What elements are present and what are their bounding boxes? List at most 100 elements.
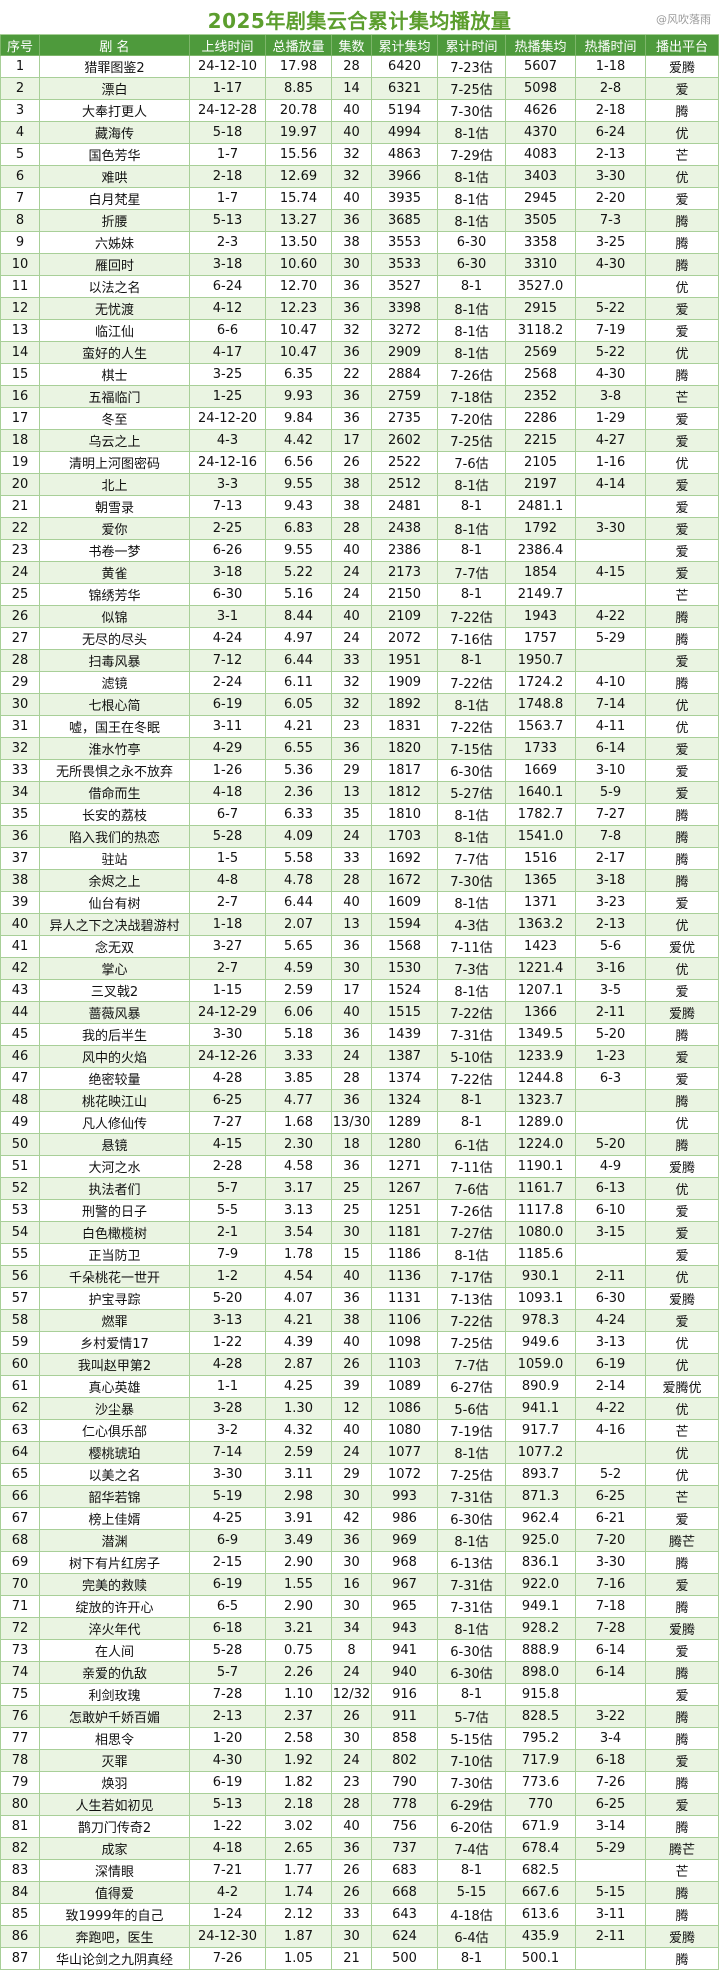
cumulative-avg-cell: 737	[372, 1838, 438, 1860]
total-views-cell: 9.55	[266, 540, 332, 562]
cumulative-avg-cell: 2438	[372, 518, 438, 540]
cumulative-avg-cell: 1077	[372, 1442, 438, 1464]
cumulative-avg-cell: 4863	[372, 144, 438, 166]
drama-name-cell: 致1999年的自己	[40, 1904, 190, 1926]
platform-cell: 爱	[646, 1046, 719, 1068]
peak-avg-cell: 1950.7	[506, 650, 576, 672]
release-date-cell: 5-7	[190, 1178, 266, 1200]
peak-avg-cell: 1363.2	[506, 914, 576, 936]
total-views-cell: 9.55	[266, 474, 332, 496]
peak-avg-cell: 836.1	[506, 1552, 576, 1574]
rank-cell: 80	[0, 1794, 40, 1816]
drama-name-cell: 执法者们	[40, 1178, 190, 1200]
total-views-cell: 10.47	[266, 320, 332, 342]
cumulative-avg-cell: 1524	[372, 980, 438, 1002]
peak-date-cell	[576, 540, 646, 562]
release-date-cell: 1-22	[190, 1816, 266, 1838]
table-row: 4 藏海传 5-18 19.97 40 4994 8-1估 4370 6-24 优	[0, 122, 719, 144]
table-row: 43 三叉戟2 1-15 2.59 17 1524 8-1估 1207.1 3-5 爱	[0, 980, 719, 1002]
platform-cell: 腾	[646, 364, 719, 386]
cumulative-date-cell: 7-31估	[438, 1596, 506, 1618]
release-date-cell: 6-6	[190, 320, 266, 342]
cumulative-date-cell: 7-11估	[438, 1156, 506, 1178]
rank-cell: 42	[0, 958, 40, 980]
cumulative-avg-cell: 3935	[372, 188, 438, 210]
platform-cell: 优	[646, 1354, 719, 1376]
column-header: 总播放量	[266, 35, 332, 56]
table-row: 33 无所畏惧之永不放弃 1-26 5.36 29 1817 6-30估 1669 3-10 爱	[0, 760, 719, 782]
drama-name-cell: 临江仙	[40, 320, 190, 342]
peak-avg-cell: 1365	[506, 870, 576, 892]
cumulative-date-cell: 7-26估	[438, 364, 506, 386]
cumulative-avg-cell: 1609	[372, 892, 438, 914]
table-row: 72 淬火年代 6-18 3.21 34 943 8-1估 928.2 7-28 爱腾	[0, 1618, 719, 1640]
total-views-cell: 0.75	[266, 1640, 332, 1662]
episodes-cell: 12	[332, 1398, 372, 1420]
episodes-cell: 30	[332, 1486, 372, 1508]
table-row: 11 以法之名 6-24 12.70 36 3527 8-1 3527.0 优	[0, 276, 719, 298]
rank-cell: 26	[0, 606, 40, 628]
cumulative-date-cell: 7-22估	[438, 672, 506, 694]
cumulative-avg-cell: 802	[372, 1750, 438, 1772]
peak-avg-cell: 1190.1	[506, 1156, 576, 1178]
cumulative-avg-cell: 1181	[372, 1222, 438, 1244]
episodes-cell: 36	[332, 210, 372, 232]
platform-cell: 优	[646, 122, 719, 144]
cumulative-avg-cell: 1324	[372, 1090, 438, 1112]
table-row: 28 扫毒风暴 7-12 6.44 33 1951 8-1 1950.7 爱	[0, 650, 719, 672]
release-date-cell: 5-5	[190, 1200, 266, 1222]
peak-date-cell: 6-3	[576, 1068, 646, 1090]
platform-cell: 爱	[646, 1684, 719, 1706]
peak-date-cell: 3-30	[576, 166, 646, 188]
table-row: 46 风中的火焰 24-12-26 3.33 24 1387 5-10估 1233.9 1-23…	[0, 1046, 719, 1068]
episodes-cell: 33	[332, 848, 372, 870]
cumulative-date-cell: 8-1估	[438, 694, 506, 716]
platform-cell: 优	[646, 1442, 719, 1464]
peak-avg-cell: 682.5	[506, 1860, 576, 1882]
drama-name-cell: 韶华若锦	[40, 1486, 190, 1508]
total-views-cell: 6.33	[266, 804, 332, 826]
table-row: 69 树下有片红房子 2-15 2.90 30 968 6-13估 836.1 3-30 腾	[0, 1552, 719, 1574]
total-views-cell: 5.16	[266, 584, 332, 606]
peak-date-cell: 7-8	[576, 826, 646, 848]
peak-avg-cell: 978.3	[506, 1310, 576, 1332]
peak-avg-cell: 1117.8	[506, 1200, 576, 1222]
platform-cell: 优	[646, 452, 719, 474]
drama-name-cell: 淮水竹亭	[40, 738, 190, 760]
platform-cell: 爱	[646, 1574, 719, 1596]
peak-date-cell: 4-14	[576, 474, 646, 496]
rank-cell: 61	[0, 1376, 40, 1398]
platform-cell: 爱	[646, 1222, 719, 1244]
total-views-cell: 19.97	[266, 122, 332, 144]
column-header: 累计时间	[438, 35, 506, 56]
table-row: 71 绽放的许开心 6-5 2.90 30 965 7-31估 949.1 7-18 腾	[0, 1596, 719, 1618]
release-date-cell: 4-18	[190, 782, 266, 804]
cumulative-date-cell: 4-3估	[438, 914, 506, 936]
drama-name-cell: 在人间	[40, 1640, 190, 1662]
drama-name-cell: 雁回时	[40, 254, 190, 276]
rank-cell: 28	[0, 650, 40, 672]
release-date-cell: 24-12-28	[190, 100, 266, 122]
episodes-cell: 40	[332, 540, 372, 562]
episodes-cell: 40	[332, 1816, 372, 1838]
peak-avg-cell: 773.6	[506, 1772, 576, 1794]
peak-avg-cell: 1748.8	[506, 694, 576, 716]
rank-cell: 4	[0, 122, 40, 144]
drama-name-cell: 凡人修仙传	[40, 1112, 190, 1134]
peak-avg-cell: 1943	[506, 606, 576, 628]
platform-cell: 爱	[646, 1310, 719, 1332]
cumulative-avg-cell: 2072	[372, 628, 438, 650]
peak-avg-cell: 1185.6	[506, 1244, 576, 1266]
peak-avg-cell: 3403	[506, 166, 576, 188]
rank-cell: 74	[0, 1662, 40, 1684]
drama-name-cell: 清明上河图密码	[40, 452, 190, 474]
episodes-cell: 36	[332, 936, 372, 958]
cumulative-avg-cell: 1131	[372, 1288, 438, 1310]
table-row: 61 真心英雄 1-1 4.25 39 1089 6-27估 890.9 2-14 爱腾优	[0, 1376, 719, 1398]
rank-cell: 39	[0, 892, 40, 914]
total-views-cell: 4.32	[266, 1420, 332, 1442]
peak-avg-cell: 1244.8	[506, 1068, 576, 1090]
table-row: 80 人生若如初见 5-13 2.18 28 778 6-29估 770 6-25 爱	[0, 1794, 719, 1816]
total-views-cell: 2.26	[266, 1662, 332, 1684]
total-views-cell: 1.74	[266, 1882, 332, 1904]
